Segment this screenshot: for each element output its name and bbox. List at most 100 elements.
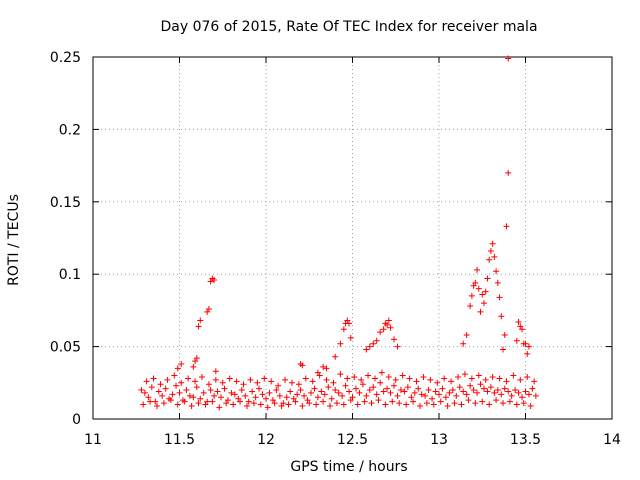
data-point [240,381,247,388]
x-axis-label: GPS time / hours [290,459,407,475]
chart-title: Day 076 of 2015, Rate Of TEC Index for r… [160,19,537,35]
data-point [309,378,316,385]
data-point [494,279,501,286]
data-point [288,379,295,386]
data-point [207,387,214,394]
data-point [263,395,269,402]
data-point [491,253,498,260]
data-point [337,371,344,378]
data-point [160,400,167,407]
data-point [505,55,512,62]
x-tick-label: 13.5 [510,432,541,448]
data-point [487,384,494,391]
data-point [311,385,318,392]
data-point [193,355,200,362]
data-point [399,372,406,379]
data-point [152,398,159,405]
data-point [423,400,430,407]
data-point [406,375,413,382]
data-point [410,398,417,405]
data-point [209,398,216,405]
data-point [394,392,401,399]
data-point [192,378,199,385]
data-point [302,375,309,382]
data-point [174,401,181,408]
data-point [339,392,346,399]
data-point [387,389,394,396]
data-point [498,391,505,398]
data-point [259,391,266,398]
data-point [221,385,228,392]
data-point [363,346,370,353]
data-point [484,275,491,282]
x-tick-label: 12 [257,432,275,448]
data-point [503,223,510,230]
data-point [370,340,377,347]
y-tick-label: 0.25 [50,50,81,66]
data-point [385,374,392,381]
data-point [370,384,377,391]
data-point [449,387,456,394]
data-point [195,323,202,330]
data-point [493,268,500,275]
data-point [200,389,207,396]
data-point [285,401,292,408]
data-point [422,392,429,399]
data-point [273,387,280,394]
y-tick-label: 0.05 [50,340,81,356]
data-point [211,276,218,283]
data-point [363,392,370,399]
data-point [301,392,308,399]
data-point [505,169,512,176]
data-point [197,317,204,324]
data-point [157,381,164,388]
data-point [411,389,418,396]
data-point [446,389,453,396]
data-point [415,385,422,392]
data-point [205,381,212,388]
axis-ticks: 11 11.5 12 12.5 13 13.5 14 0 0.05 0.1 0.15 0.2 0.25 [50,50,621,448]
data-point [231,391,238,398]
data-point [242,392,249,399]
data-point [437,398,444,405]
y-tick-label: 0.15 [50,195,81,211]
data-point [522,340,529,347]
data-point [275,382,282,389]
data-point [299,362,306,369]
data-point [384,321,391,328]
data-point [401,388,408,395]
data-point [442,394,449,401]
data-point [342,382,349,389]
data-point [512,387,519,394]
data-point [193,384,200,391]
data-point [468,292,475,299]
data-point [287,388,294,395]
data-point [404,384,411,391]
data-point [467,303,474,310]
data-point [297,387,304,394]
data-point [472,400,479,407]
data-point [183,387,190,394]
data-point [427,376,434,383]
data-point [463,332,470,339]
data-point [380,326,387,333]
data-point [212,376,219,383]
data-point [513,337,520,344]
data-point [252,394,259,401]
data-point [352,385,359,392]
data-point [169,391,176,398]
data-point [519,326,526,333]
data-point [391,382,398,389]
data-point [519,394,526,401]
data-point [218,394,225,401]
data-point [527,402,534,409]
data-point [503,378,510,385]
data-point [486,401,493,408]
data-point [391,336,398,343]
data-point [416,402,423,409]
data-point [282,376,289,383]
data-point [333,400,340,407]
data-point [276,392,283,399]
data-point [266,389,273,396]
